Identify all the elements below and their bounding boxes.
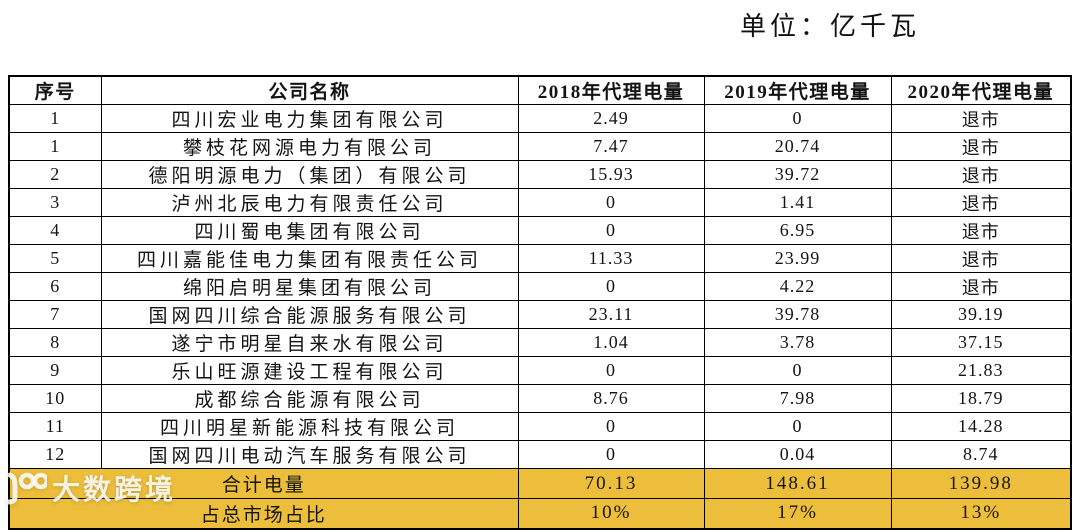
column-header-serial: 序号 [8,75,102,105]
value-2018-cell: 0 [517,216,705,245]
value-2020-cell: 退市 [890,216,1072,245]
table-row: 5 四川嘉能佳电力集团有限责任公司 11.33 23.99 退市 [8,244,1072,273]
column-header-company: 公司名称 [100,75,519,105]
value-2018-cell: 23.11 [517,300,705,329]
value-2020-cell: 退市 [890,132,1072,161]
company-name-cell: 国网四川电动汽车服务有限公司 [100,440,519,469]
value-2018-cell: 0 [517,440,705,469]
value-2019-cell: 23.99 [703,244,892,273]
serial-cell: 1 [8,132,102,161]
serial-cell: 9 [8,356,102,385]
value-2020-cell: 8.74 [890,440,1072,469]
table-row: 3 泸州北辰电力有限责任公司 0 1.41 退市 [8,188,1072,217]
table-row: 4 四川蜀电集团有限公司 0 6.95 退市 [8,216,1072,245]
value-2019-cell: 6.95 [703,216,892,245]
serial-cell: 1 [8,104,102,133]
table-row: 10 成都综合能源有限公司 8.76 7.98 18.79 [8,384,1072,413]
company-name-cell: 成都综合能源有限公司 [100,384,519,413]
column-header-2018: 2018年代理电量 [517,75,705,105]
serial-cell: 6 [8,272,102,301]
company-name-cell: 乐山旺源建设工程有限公司 [100,356,519,385]
table-row: 1 四川宏业电力集团有限公司 2.49 0 退市 [8,104,1072,133]
company-name-cell: 遂宁市明星自来水有限公司 [100,328,519,357]
value-2019-cell: 0 [703,104,892,133]
value-2020-cell: 39.19 [890,300,1072,329]
value-2018-cell: 0 [517,272,705,301]
value-2020-cell: 退市 [890,160,1072,189]
value-2019-cell: 4.22 [703,272,892,301]
value-2019-cell: 39.78 [703,300,892,329]
table-header-row: 序号 公司名称 2018年代理电量 2019年代理电量 2020年代理电量 [8,75,1072,105]
value-2018-cell: 2.49 [517,104,705,133]
value-2018-cell: 8.76 [517,384,705,413]
table-row: 7 国网四川综合能源服务有限公司 23.11 39.78 39.19 [8,300,1072,329]
company-name-cell: 四川明星新能源科技有限公司 [100,412,519,441]
value-2020-cell: 退市 [890,244,1072,273]
serial-cell: 10 [8,384,102,413]
total-value-cell: 139.98 [890,468,1072,499]
column-header-2020: 2020年代理电量 [890,75,1072,105]
company-name-cell: 绵阳启明星集团有限公司 [100,272,519,301]
table-row: 6 绵阳启明星集团有限公司 0 4.22 退市 [8,272,1072,301]
screenshot-root: 单位：亿千瓦 序号 公司名称 2018年代理电量 2019年代理电量 2020年… [6,12,1072,530]
serial-cell: 5 [8,244,102,273]
company-name-cell: 四川嘉能佳电力集团有限责任公司 [100,244,519,273]
table-row: 12 国网四川电动汽车服务有限公司 0 0.04 8.74 [8,440,1072,469]
company-name-cell: 国网四川综合能源服务有限公司 [100,300,519,329]
serial-cell: 11 [8,412,102,441]
company-name-cell: 德阳明源电力（集团）有限公司 [100,160,519,189]
table-row: 2 德阳明源电力（集团）有限公司 15.93 39.72 退市 [8,160,1072,189]
value-2020-cell: 退市 [890,272,1072,301]
value-2018-cell: 0 [517,356,705,385]
value-2019-cell: 3.78 [703,328,892,357]
value-2018-cell: 0 [517,412,705,441]
value-2019-cell: 0 [703,412,892,441]
total-row: 合计电量 70.13 148.61 139.98 [8,468,1072,499]
total-label-cell: 合计电量 [8,468,519,499]
value-2020-cell: 退市 [890,104,1072,133]
table-row: 9 乐山旺源建设工程有限公司 0 0 21.83 [8,356,1072,385]
value-2020-cell: 14.28 [890,412,1072,441]
serial-cell: 4 [8,216,102,245]
serial-cell: 2 [8,160,102,189]
total-value-cell: 148.61 [703,468,892,499]
company-name-cell: 攀枝花网源电力有限公司 [100,132,519,161]
table-footer: 合计电量 70.13 148.61 139.98 占总市场占比 10% 17% 13% [8,468,1072,529]
value-2019-cell: 7.98 [703,384,892,413]
company-name-cell: 四川蜀电集团有限公司 [100,216,519,245]
unit-label: 单位：亿千瓦 [740,12,921,41]
value-2020-cell: 21.83 [890,356,1072,385]
serial-cell: 3 [8,188,102,217]
table-body: 1 四川宏业电力集团有限公司 2.49 0 退市 1 攀枝花网源电力有限公司 7.47 20.7… [8,104,1072,469]
value-2018-cell: 15.93 [517,160,705,189]
table-row: 1 攀枝花网源电力有限公司 7.47 20.74 退市 [8,132,1072,161]
serial-cell: 12 [8,440,102,469]
value-2018-cell: 0 [517,188,705,217]
value-2019-cell: 1.41 [703,188,892,217]
column-header-2019: 2019年代理电量 [703,75,892,105]
value-2018-cell: 1.04 [517,328,705,357]
serial-cell: 7 [8,300,102,329]
value-2020-cell: 18.79 [890,384,1072,413]
value-2020-cell: 退市 [890,188,1072,217]
serial-cell: 8 [8,328,102,357]
table-row: 11 四川明星新能源科技有限公司 0 0 14.28 [8,412,1072,441]
table-row: 8 遂宁市明星自来水有限公司 1.04 3.78 37.15 [8,328,1072,357]
value-2019-cell: 20.74 [703,132,892,161]
value-2019-cell: 0 [703,356,892,385]
company-name-cell: 泸州北辰电力有限责任公司 [100,188,519,217]
value-2019-cell: 39.72 [703,160,892,189]
value-2020-cell: 37.15 [890,328,1072,357]
value-2019-cell: 0.04 [703,440,892,469]
total-value-cell: 70.13 [517,468,705,499]
value-2018-cell: 11.33 [517,244,705,273]
value-2018-cell: 7.47 [517,132,705,161]
company-name-cell: 四川宏业电力集团有限公司 [100,104,519,133]
